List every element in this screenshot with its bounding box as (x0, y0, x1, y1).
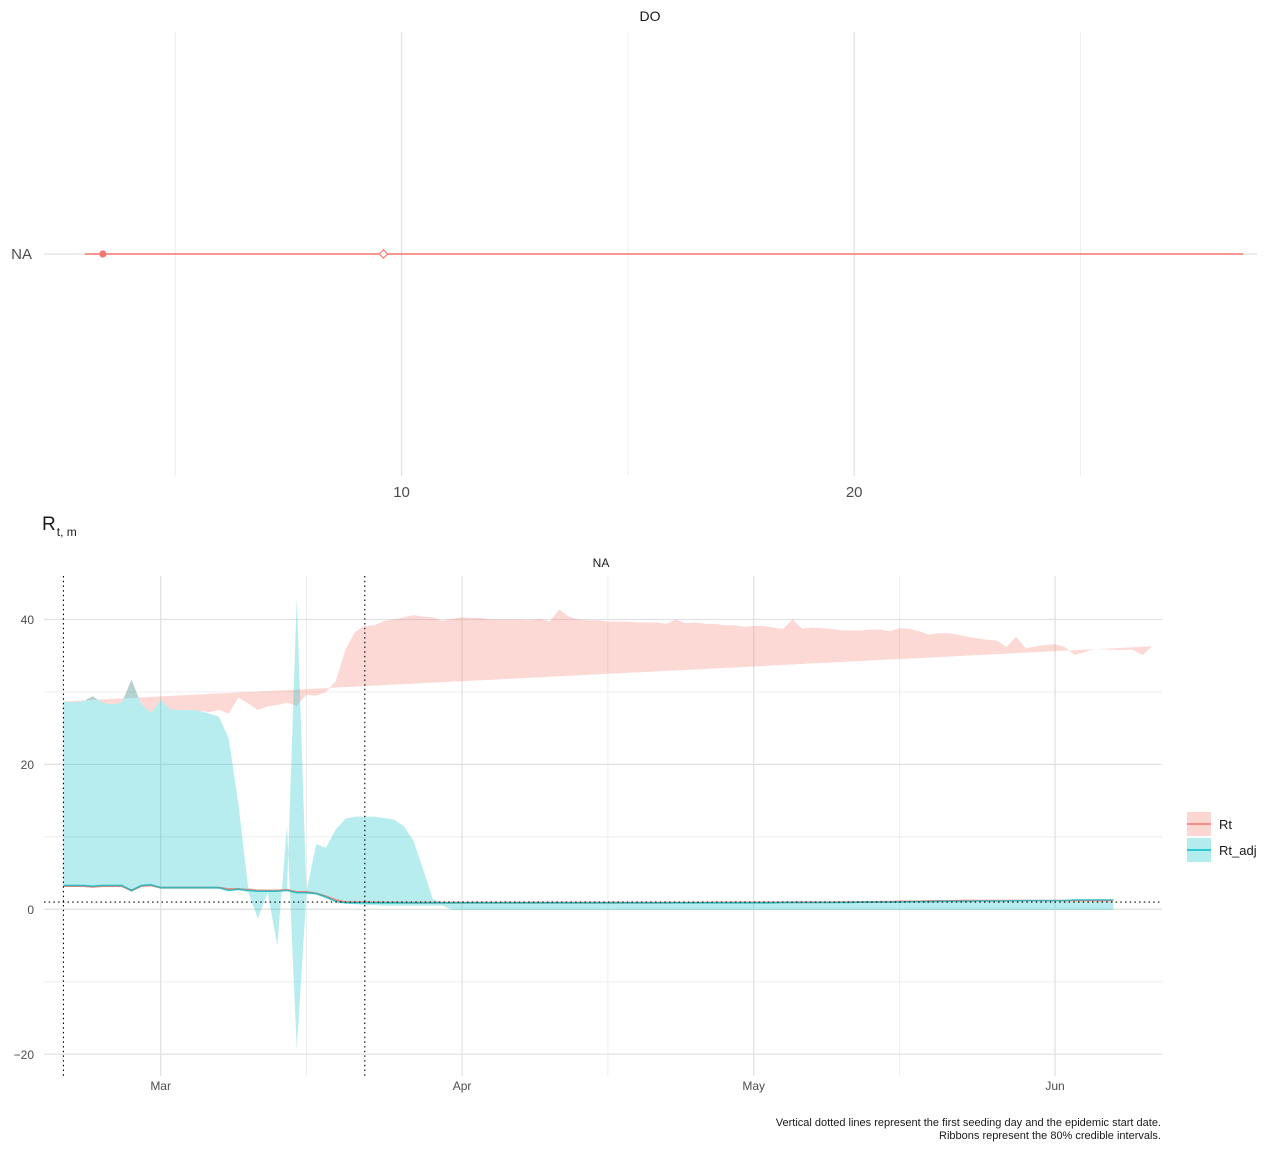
x-tick-label: Mar (150, 1079, 171, 1093)
caption: Vertical dotted lines represent the firs… (776, 1117, 1161, 1143)
filled-point (99, 250, 107, 258)
bottom-panel: Rt, m NA −20 0 20 40 Mar Apr May Jun (14, 514, 1162, 1093)
x-tick-labels: Mar Apr May Jun (150, 1079, 1064, 1093)
y-tick-label: −20 (14, 1048, 35, 1062)
y-tick-labels: −20 0 20 40 (14, 613, 35, 1062)
caption-line-2: Ribbons represent the 80% credible inter… (939, 1130, 1161, 1142)
legend: Rt Rt_adj (1187, 812, 1257, 862)
caption-line-1: Vertical dotted lines represent the firs… (775, 1117, 1161, 1129)
reference-lines (44, 576, 1162, 1076)
top-strip-title: DO (640, 8, 661, 24)
diamond-point (378, 249, 389, 259)
bottom-gridlines (44, 576, 1162, 1076)
top-marks (84, 249, 1244, 259)
mean-line-Rt_adj (63, 883, 1114, 904)
y-axis-title: Rt, m (42, 514, 77, 539)
legend-label-rt-adj: Rt_adj (1219, 843, 1257, 858)
y-tick-label: 0 (27, 903, 34, 917)
y-tick-label: 40 (21, 613, 35, 627)
x-tick-label: Jun (1045, 1079, 1064, 1093)
ribbon-Rt (63, 609, 1153, 714)
ribbons (63, 597, 1153, 1050)
top-x-tick-labels: 10 20 (393, 484, 862, 501)
top-y-tick-label: NA (11, 246, 32, 263)
x-tick-label: Apr (453, 1079, 472, 1093)
y-axis-title-sub: t, m (57, 525, 77, 539)
top-x-tick-label: 20 (846, 484, 863, 501)
y-axis-title-main: R (42, 514, 56, 535)
x-tick-label: May (742, 1079, 765, 1093)
panel-strip-label: NA (593, 556, 610, 570)
top-x-tick-label: 10 (393, 484, 410, 501)
legend-label-rt: Rt (1219, 817, 1232, 832)
top-panel: DO NA 10 20 (11, 8, 1257, 501)
y-tick-label: 20 (21, 758, 35, 772)
mean-lines (63, 883, 1114, 904)
